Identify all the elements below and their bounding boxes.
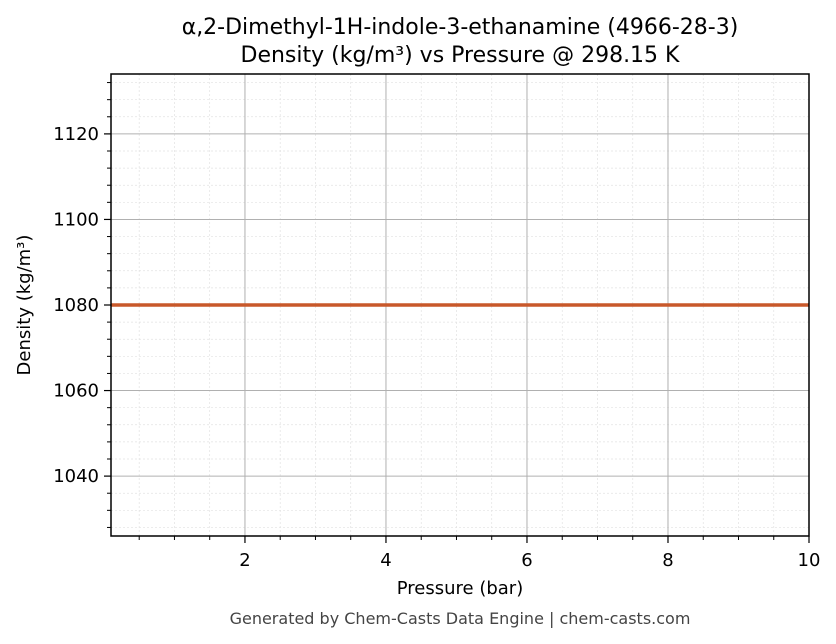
y-axis-ticks: 1040 1060 1080 1100 1120 (53, 82, 111, 528)
x-axis-ticks: 2 4 6 8 10 (138, 536, 821, 571)
y-axis-label: Density (kg/m³) (14, 235, 35, 376)
y-tick-label: 1080 (53, 295, 99, 316)
x-tick-label: 6 (521, 550, 532, 571)
chart-subtitle: Density (kg/m³) vs Pressure @ 298.15 K (241, 43, 681, 68)
x-tick-label: 2 (239, 550, 250, 571)
y-tick-label: 1040 (53, 466, 99, 487)
y-tick-label: 1120 (53, 124, 99, 145)
x-tick-label: 8 (662, 550, 673, 571)
x-axis-label: Pressure (bar) (397, 578, 523, 599)
minor-grid (111, 74, 809, 536)
chart-title: α,2-Dimethyl-1H-indole-3-ethanamine (496… (182, 15, 739, 40)
footer-credit: Generated by Chem-Casts Data Engine | ch… (230, 609, 691, 628)
x-tick-label: 4 (380, 550, 391, 571)
y-tick-label: 1060 (53, 381, 99, 402)
y-tick-label: 1100 (53, 209, 99, 230)
x-tick-label: 10 (798, 550, 821, 571)
